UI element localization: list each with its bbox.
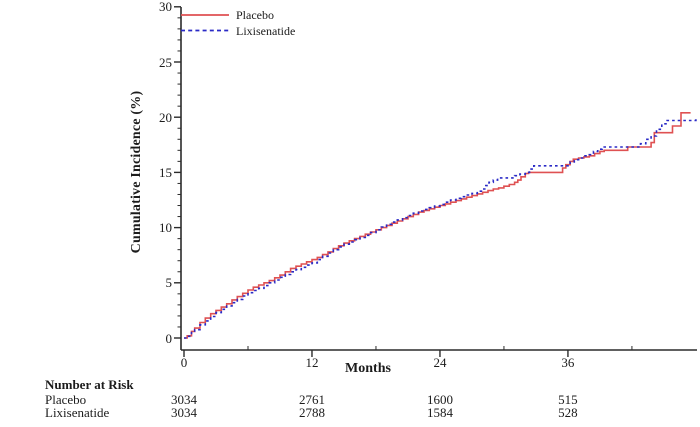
y-tick-label: 20 xyxy=(159,109,172,125)
legend-label-lixisenatide: Lixisenatide xyxy=(236,24,296,38)
risk-row-label-lixisenatide: Lixisenatide xyxy=(45,405,110,420)
x-tick-label: 0 xyxy=(180,355,188,370)
risk-value: 2761 xyxy=(299,392,325,407)
risk-value: 1600 xyxy=(427,392,453,407)
legend-line-samples xyxy=(181,14,229,32)
legend-label-placebo: Placebo xyxy=(236,8,274,22)
risk-row-label-placebo: Placebo xyxy=(45,392,87,407)
y-tick-label: 10 xyxy=(159,220,172,236)
x-tick-label: 12 xyxy=(305,355,319,370)
risk-value: 528 xyxy=(558,405,578,420)
y-tick-label: 15 xyxy=(159,164,172,180)
risk-value: 3034 xyxy=(171,392,197,407)
x-tick-label: 24 xyxy=(433,355,447,370)
risk-value: 2788 xyxy=(299,405,325,420)
risk-value: 515 xyxy=(558,392,578,407)
y-tick-label: 25 xyxy=(159,54,172,70)
axis-ticks xyxy=(174,6,633,357)
risk-value: 1584 xyxy=(427,405,453,420)
risk-table-title: Number at Risk xyxy=(45,377,134,392)
survival-curves xyxy=(184,112,697,339)
x-tick-label: 36 xyxy=(561,355,575,370)
risk-value: 3034 xyxy=(171,405,197,420)
curve-placebo xyxy=(184,112,691,339)
curve-lixisenatide xyxy=(184,118,697,339)
y-tick-label: 30 xyxy=(159,0,172,15)
y-tick-label: 5 xyxy=(165,275,173,291)
x-axis-title: Months xyxy=(345,361,391,376)
y-tick-label: 0 xyxy=(165,330,173,346)
